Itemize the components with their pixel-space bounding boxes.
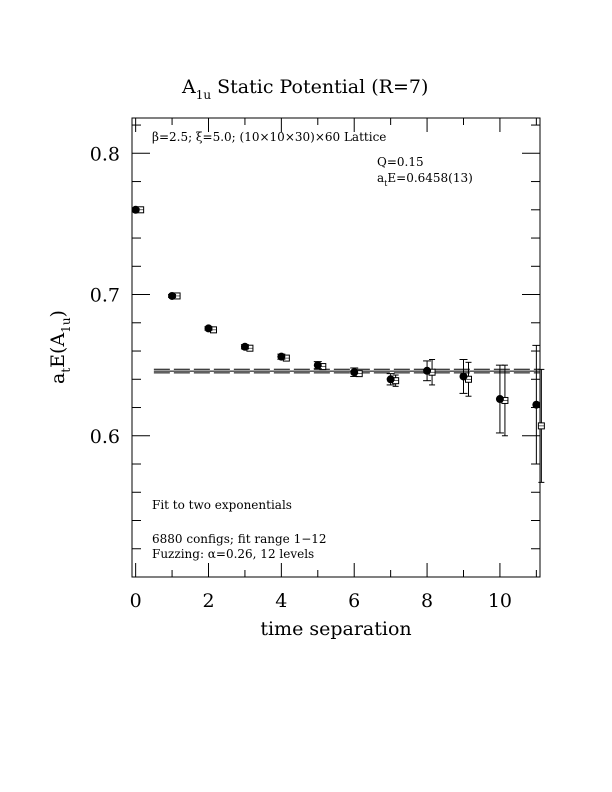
- chart-title: A1u Static Potential (R=7): [181, 76, 428, 102]
- y-tick-label: 0.6: [90, 426, 120, 448]
- q-annotation: Q=0.15: [377, 155, 424, 169]
- lattice-annotation: β=2.5; ξ=5.0; (10×10×30)×60 Lattice: [152, 130, 386, 144]
- x-tick-label: 4: [275, 590, 287, 612]
- circle-point: [386, 375, 395, 384]
- y-tick-labels: 0.6 0.7 0.8: [90, 143, 120, 447]
- y-tick-label: 0.7: [90, 285, 120, 307]
- y-tick-label: 0.8: [90, 143, 120, 165]
- circle-point: [277, 352, 286, 361]
- circle-point: [131, 205, 140, 214]
- series-squares: [137, 206, 545, 483]
- energy-annotation: atE=0.6458(13): [377, 171, 473, 188]
- plot-frame: [131, 117, 541, 578]
- fit-band: [153, 368, 540, 374]
- x-axis-label: time separation: [260, 618, 411, 640]
- circle-point: [240, 342, 249, 351]
- circle-point: [168, 291, 177, 300]
- x-tick-label: 10: [488, 590, 512, 612]
- series-circles: [131, 205, 541, 465]
- circle-point: [495, 395, 504, 404]
- circle-point: [350, 368, 359, 377]
- x-tick-labels: 0 2 4 6 8 10: [130, 590, 512, 612]
- circle-point: [313, 361, 322, 370]
- circle-point: [459, 372, 468, 381]
- circle-point: [204, 324, 213, 333]
- x-tick-label: 2: [202, 590, 214, 612]
- circle-point: [532, 400, 541, 409]
- x-tick-label: 8: [421, 590, 433, 612]
- circle-point: [423, 366, 432, 375]
- x-tick-label: 6: [348, 590, 360, 612]
- fit-annotation: Fit to two exponentials: [152, 498, 292, 512]
- configs-annotation: 6880 configs; fit range 1−12: [152, 532, 327, 546]
- x-tick-label: 0: [130, 590, 142, 612]
- fuzzing-annotation: Fuzzing: α=0.26, 12 levels: [152, 547, 314, 561]
- y-axis-label: atE(A1u): [47, 310, 73, 384]
- axis-ticks: [132, 118, 540, 577]
